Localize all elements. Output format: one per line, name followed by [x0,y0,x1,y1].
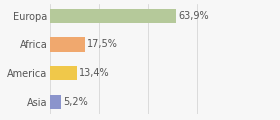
Text: 5,2%: 5,2% [63,97,88,107]
Bar [50,95,60,109]
Text: 63,9%: 63,9% [178,11,209,21]
Bar [50,66,77,80]
Text: 17,5%: 17,5% [87,39,118,49]
Bar [50,9,176,23]
Bar [50,37,85,52]
Text: 13,4%: 13,4% [79,68,110,78]
